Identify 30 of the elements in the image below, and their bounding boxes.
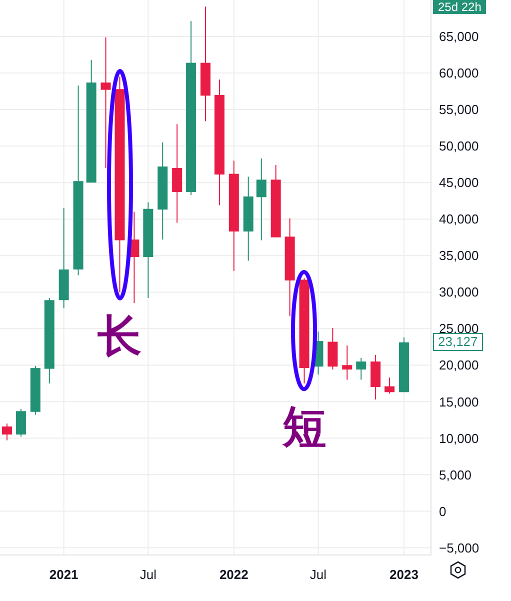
y-tick-label: −5,000 [439,540,480,556]
text: 23,127 [433,333,483,352]
y-tick-label: 65,000 [439,29,479,44]
y-tick-label: 50,000 [439,138,479,154]
candlestick [356,357,366,380]
candlestick [16,408,26,438]
candlestick [2,423,12,441]
y-tick-label: 0 [439,504,446,519]
y-tick-label: 55,000 [439,102,479,118]
candlestick [100,36,111,168]
y-tick-label: 30,000 [439,284,479,300]
y-tick-label: 5,000 [439,467,472,482]
y-tick-label: 15,000 [439,394,479,410]
candlestick [256,158,266,241]
y-tick-label: 35,000 [439,248,479,264]
x-tick-label: 2023 [390,567,418,582]
y-tick-label: 10,000 [439,430,479,446]
x-tick-label: Jul [310,567,327,582]
y-tick-label: 60,000 [439,66,479,81]
y-tick-label: 40,000 [439,212,479,227]
y-tick-label: 20,000 [439,358,479,373]
text: 25d 22h [433,0,486,14]
x-tick-label: 2021 [49,567,78,582]
candlestick [384,377,395,394]
candlestick [342,344,352,380]
annotation: 长 [96,311,143,362]
y-tick-label: 45,000 [439,175,479,190]
x-tick-label: Jul [140,567,157,582]
x-tick-label: 2022 [219,567,248,582]
annotation: 短 [281,402,328,454]
